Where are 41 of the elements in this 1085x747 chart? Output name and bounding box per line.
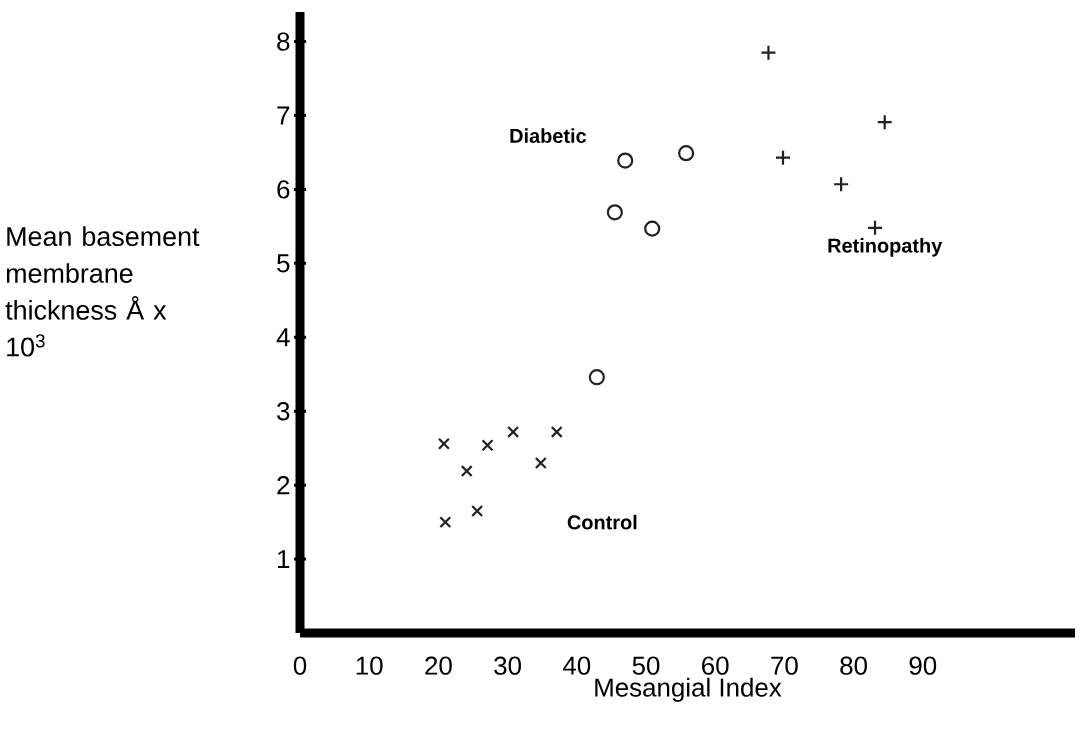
y-tick-label: 5 bbox=[277, 254, 290, 273]
x-tick-label: 0 bbox=[293, 656, 307, 675]
point bbox=[471, 504, 484, 518]
y-tick-label: 6 bbox=[277, 180, 290, 199]
y-axis-title: Mean basement membrane thickness Å x 10$^{3}$ bbox=[5, 226, 200, 357]
x-tick-label: 50 bbox=[632, 656, 660, 675]
point bbox=[588, 369, 605, 386]
x-tick-label: 20 bbox=[425, 656, 452, 675]
x-tick-label: 40 bbox=[562, 656, 591, 675]
point bbox=[550, 425, 563, 438]
series-label: Diabetic bbox=[510, 128, 587, 143]
x-axis-title: Mesangial Index bbox=[595, 677, 782, 702]
point bbox=[678, 145, 695, 162]
point bbox=[437, 437, 450, 450]
point bbox=[760, 44, 777, 61]
point bbox=[481, 439, 494, 452]
x-tick-label: 80 bbox=[840, 656, 867, 675]
x-tick-label: 10 bbox=[356, 656, 383, 675]
x-tick-label: 60 bbox=[702, 656, 729, 675]
y-tick-label: 2 bbox=[277, 476, 290, 495]
y-tick-label: 8 bbox=[277, 32, 290, 51]
point bbox=[606, 204, 623, 221]
x-tick-label: 70 bbox=[771, 656, 798, 675]
point bbox=[833, 176, 850, 193]
point bbox=[644, 220, 661, 237]
point bbox=[507, 425, 520, 438]
point bbox=[876, 114, 893, 131]
y-tick-label: 4 bbox=[276, 328, 290, 347]
point bbox=[439, 516, 452, 529]
point bbox=[460, 465, 473, 478]
point bbox=[866, 219, 884, 236]
y-tick-label: 3 bbox=[277, 402, 290, 421]
series-label: Retinopathy bbox=[828, 238, 943, 257]
point bbox=[774, 149, 792, 166]
point bbox=[617, 152, 634, 169]
text: Control bbox=[567, 514, 637, 530]
x-tick-label: 30 bbox=[494, 656, 521, 675]
y-tick-label: 1 bbox=[278, 550, 290, 568]
y-tick-label: 7 bbox=[277, 106, 290, 125]
x-tick-label: 90 bbox=[909, 656, 937, 675]
point bbox=[534, 456, 547, 470]
